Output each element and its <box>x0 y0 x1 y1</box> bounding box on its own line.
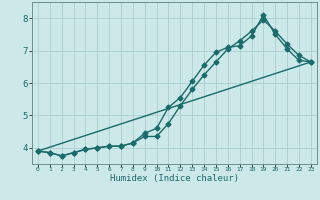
X-axis label: Humidex (Indice chaleur): Humidex (Indice chaleur) <box>110 174 239 183</box>
